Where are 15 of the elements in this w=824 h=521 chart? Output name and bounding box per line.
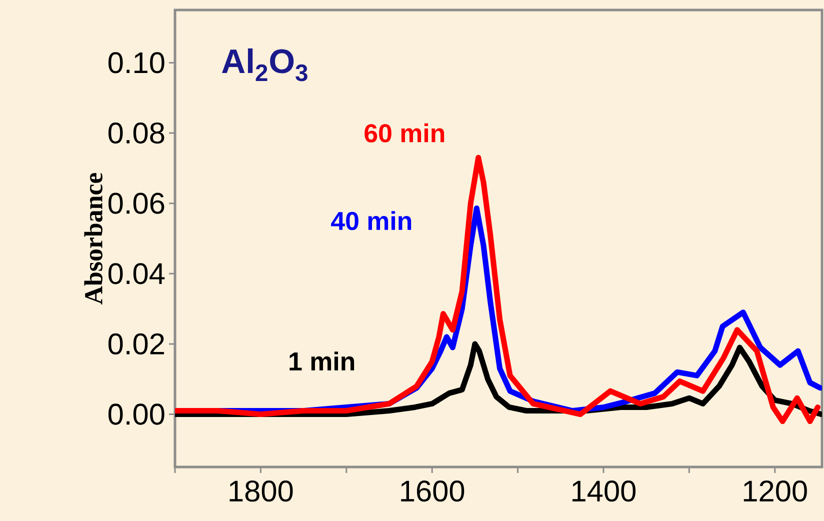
- y-tick-label: 0.00: [108, 404, 164, 425]
- y-tick-label: 0.08: [108, 122, 164, 144]
- x-tick-label: 1400: [572, 480, 636, 502]
- y-tick-label: 0.10: [108, 52, 164, 74]
- y-axis-title: Absorbance: [84, 172, 102, 304]
- y-tick-label: 0.02: [108, 333, 164, 355]
- x-tick-label: 1200: [744, 480, 807, 502]
- series-label: 1 min: [290, 352, 354, 370]
- text: Al$_{2}$O$_{3}$: [222, 48, 308, 82]
- series-label: 60 min: [364, 123, 444, 142]
- y-tick-label: 0.06: [108, 192, 164, 214]
- x-tick-label: 1600: [401, 480, 464, 502]
- y-tick-label: 0.04: [108, 263, 165, 284]
- text: 40 min: [331, 211, 412, 230]
- x-tick-label: 1800: [230, 480, 293, 502]
